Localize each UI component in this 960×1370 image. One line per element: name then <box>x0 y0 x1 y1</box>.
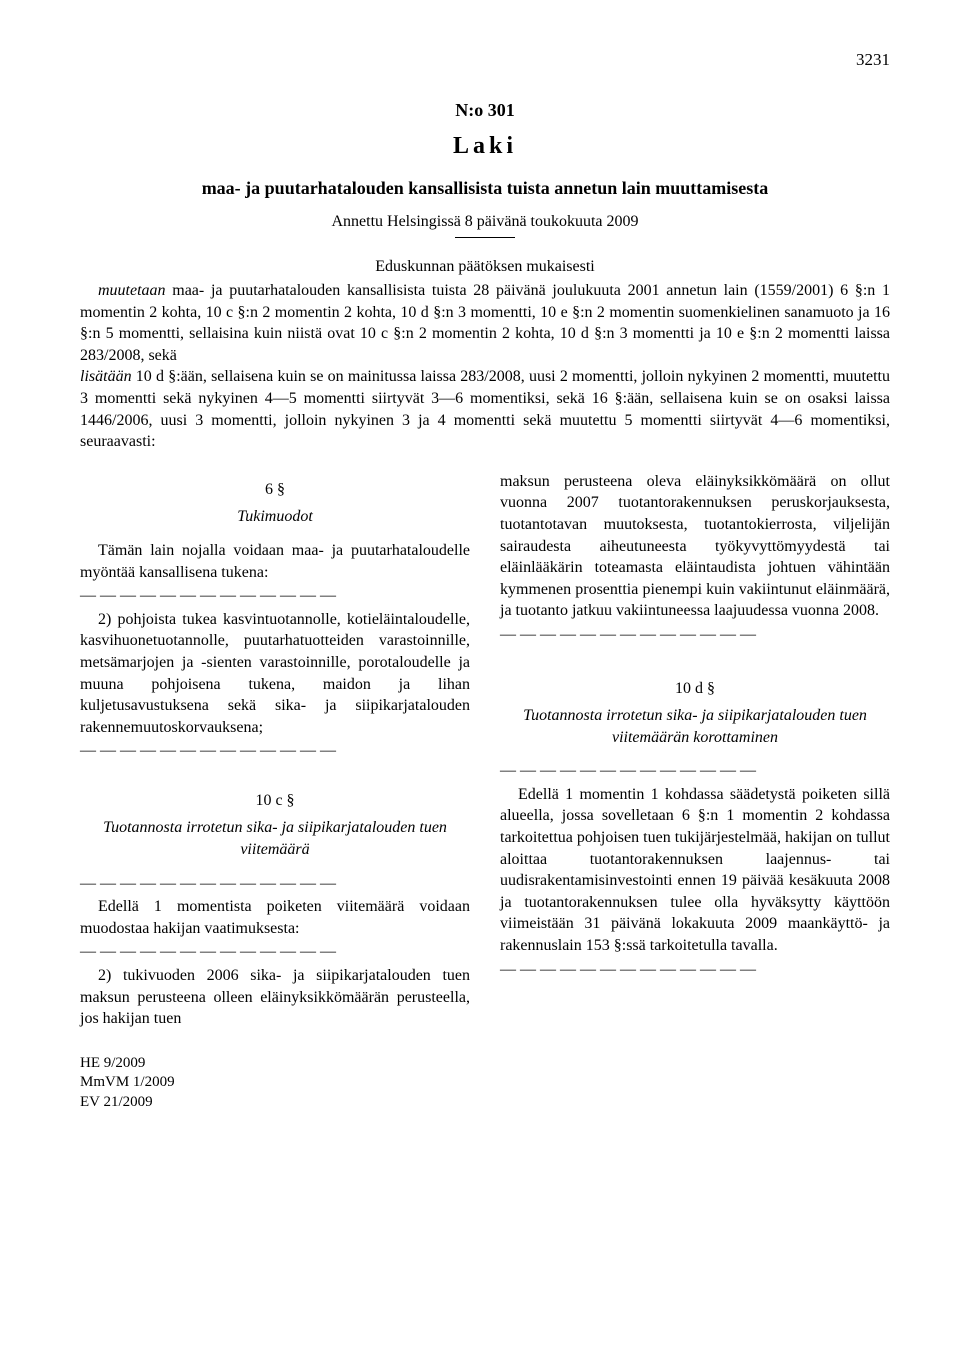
skip-marks: — — — — — — — — — — — — — <box>80 941 470 963</box>
footer-ref-2: MmVM 1/2009 <box>80 1073 470 1093</box>
given-date: Annettu Helsingissä 8 päivänä toukokuuta… <box>80 213 890 231</box>
document-number: N:o 301 <box>80 100 890 121</box>
section-10d-para1: Edellä 1 momentin 1 kohdassa säädetystä … <box>500 784 890 957</box>
footer-references: HE 9/2009 MmVM 1/2009 EV 21/2009 <box>80 1054 470 1113</box>
preamble-body: muutetaan maa- ja puutarhatalouden kansa… <box>80 280 890 453</box>
page-number: 3231 <box>80 50 890 70</box>
preamble-part1: maa- ja puutarhatalouden kansallisista t… <box>80 282 890 364</box>
right-continuation: maksun perusteena oleva eläinyksikkömäär… <box>500 471 890 622</box>
section-6-title: Tukimuodot <box>80 506 470 528</box>
section-10c-number: 10 c § <box>80 790 470 812</box>
section-6-para1: Tämän lain nojalla voidaan maa- ja puuta… <box>80 540 470 583</box>
section-10c-para2: 2) tukivuoden 2006 sika- ja siipikarjata… <box>80 965 470 1030</box>
skip-marks: — — — — — — — — — — — — — <box>80 740 470 762</box>
document-type: Laki <box>80 133 890 160</box>
section-10d-number: 10 d § <box>500 678 890 700</box>
right-column: maksun perusteena oleva eläinyksikkömäär… <box>500 471 890 1113</box>
preamble-opening: Eduskunnan päätöksen mukaisesti <box>80 258 890 276</box>
title-divider <box>455 237 515 238</box>
skip-marks: — — — — — — — — — — — — — <box>80 873 470 895</box>
section-6-number: 6 § <box>80 479 470 501</box>
skip-marks: — — — — — — — — — — — — — <box>500 760 890 782</box>
preamble-part2: 10 d §:ään, sellaisena kuin se on mainit… <box>80 368 890 450</box>
preamble-muutetaan: muutetaan <box>98 282 166 299</box>
left-column: 6 § Tukimuodot Tämän lain nojalla voidaa… <box>80 471 470 1113</box>
preamble-lisataan: lisätään <box>80 368 132 385</box>
main-title: maa- ja puutarhatalouden kansallisista t… <box>80 178 890 199</box>
section-10c-para1: Edellä 1 momentista poiketen viitemäärä … <box>80 896 470 939</box>
skip-marks: — — — — — — — — — — — — — <box>80 585 470 607</box>
section-10c-title: Tuotannosta irrotetun sika- ja siipikarj… <box>80 817 470 860</box>
skip-marks: — — — — — — — — — — — — — <box>500 959 890 981</box>
skip-marks: — — — — — — — — — — — — — <box>500 624 890 646</box>
footer-ref-3: EV 21/2009 <box>80 1093 470 1113</box>
footer-ref-1: HE 9/2009 <box>80 1054 470 1074</box>
two-column-body: 6 § Tukimuodot Tämän lain nojalla voidaa… <box>80 471 890 1113</box>
section-10d-title: Tuotannosta irrotetun sika- ja siipikarj… <box>500 705 890 748</box>
section-6-para2: 2) pohjoista tukea kasvintuotannolle, ko… <box>80 609 470 739</box>
